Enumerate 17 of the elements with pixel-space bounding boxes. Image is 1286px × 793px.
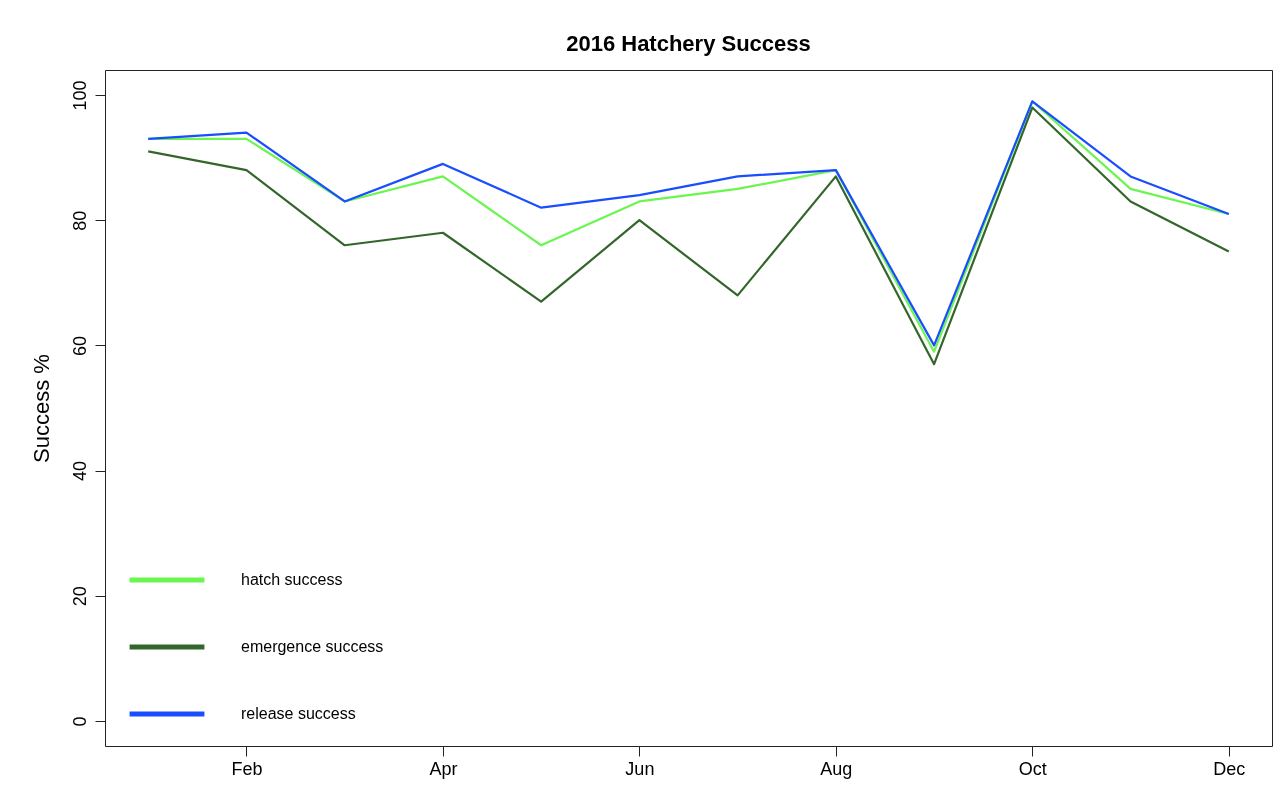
x-tick-label: Apr [429, 758, 458, 779]
y-tick-label: 40 [69, 461, 90, 482]
y-tick-label: 80 [69, 210, 90, 231]
x-tick-label: Dec [1213, 758, 1246, 779]
legend-label: emergence success [241, 638, 384, 655]
chart-title: 2016 Hatchery Success [566, 31, 811, 56]
y-tick-label: 60 [69, 335, 90, 356]
y-tick-label: 100 [69, 80, 90, 111]
legend-label: hatch success [241, 571, 343, 588]
legend-label: release success [241, 705, 356, 722]
x-tick-label: Jun [625, 758, 655, 779]
y-tick-label: 20 [69, 586, 90, 607]
x-tick-label: Oct [1018, 758, 1047, 779]
x-tick-label: Aug [820, 758, 853, 779]
y-tick-label: 0 [69, 716, 90, 727]
y-axis-title: Success % [28, 354, 54, 463]
x-tick-label: Feb [231, 758, 263, 779]
